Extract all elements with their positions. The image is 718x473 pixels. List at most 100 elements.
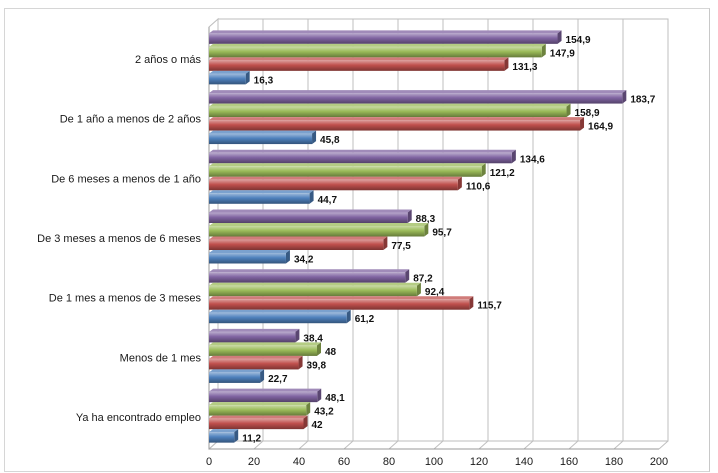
bar-top-face: [209, 369, 265, 373]
category-label: De 6 meses a menos de 1 año: [51, 173, 201, 185]
chart-frame: 0 20 40 60 80 100 120 140 160 180 200 2 años o más 1…: [4, 8, 710, 472]
bar-end-face: [424, 223, 429, 237]
bar-end-face: [260, 369, 265, 383]
data-label: 16,3: [254, 75, 274, 86]
bar-top-face: [209, 296, 474, 300]
bar: [209, 372, 261, 383]
data-label: 38,4: [303, 333, 323, 344]
bar-top-face: [209, 209, 412, 213]
bar: [209, 46, 542, 58]
gridline-floor: [613, 440, 624, 450]
bar: [209, 299, 470, 310]
data-label: 48,1: [325, 393, 345, 404]
gridline-floor: [568, 440, 579, 450]
bar-end-face: [285, 250, 290, 264]
bar-end-face: [457, 176, 462, 191]
data-label: 39,8: [307, 360, 327, 371]
bar-end-face: [566, 103, 571, 118]
bar-top-face: [209, 250, 290, 253]
category-label: De 1 año a menos de 2 años: [60, 114, 202, 126]
bar-top-face: [209, 117, 585, 121]
data-label: 131,3: [512, 62, 537, 73]
bar-end-face: [580, 117, 585, 131]
gridline-floor: [298, 440, 309, 450]
bar-end-face: [234, 429, 239, 443]
x-tick-label: 100: [425, 456, 443, 468]
data-label: 43,2: [314, 407, 334, 418]
data-label: 34,2: [294, 255, 314, 266]
bar-end-face: [346, 309, 351, 324]
bar-top-face: [209, 388, 322, 392]
bar: [209, 212, 408, 223]
category-label: De 3 meses a menos de 6 meses: [37, 233, 201, 245]
category-label: De 1 mes a menos de 3 meses: [49, 293, 202, 305]
data-label: 88,3: [416, 214, 436, 225]
data-label: 147,9: [550, 48, 575, 59]
bar: [209, 405, 307, 416]
bar: [209, 418, 304, 430]
bar-end-face: [416, 282, 421, 297]
bar-end-face: [504, 57, 509, 71]
bar: [209, 345, 317, 356]
data-label: 110,6: [466, 181, 491, 192]
gridline-floor: [253, 440, 264, 450]
category-label: 2 años o más: [135, 54, 202, 66]
bar-end-face: [309, 190, 314, 204]
category-label: Ya ha encontrado empleo: [76, 412, 201, 424]
bar-end-face: [407, 209, 412, 223]
bar-end-face: [245, 70, 250, 85]
bar: [209, 239, 384, 250]
bar: [209, 179, 458, 191]
gridline-floor: [343, 440, 354, 450]
bar-end-face: [481, 163, 486, 177]
data-label: 158,9: [575, 108, 600, 119]
data-label: 45,8: [320, 135, 340, 146]
x-tick-label: 120: [470, 456, 488, 468]
data-label: 95,7: [432, 228, 452, 239]
data-label: 134,6: [520, 154, 545, 165]
data-label: 61,2: [355, 314, 375, 325]
bar: [209, 193, 310, 204]
bar-top-face: [209, 269, 410, 273]
bar-top-face: [209, 176, 462, 180]
bar-end-face: [317, 342, 321, 356]
bar-top-face: [209, 90, 627, 94]
data-label: 92,4: [425, 287, 445, 298]
gridline-floor: [478, 440, 489, 450]
bar-end-face: [317, 388, 322, 403]
bar-top-face: [209, 223, 429, 226]
bar: [209, 133, 313, 145]
bar-top-face: [209, 402, 311, 406]
bar: [209, 312, 347, 324]
bar-top-face: [209, 309, 351, 313]
bar-end-face: [405, 269, 410, 283]
bar-top-face: [209, 342, 321, 346]
bar-top-face: [209, 163, 486, 167]
gridline-floor: [388, 440, 399, 450]
bar: [209, 166, 482, 177]
gridline-floor: [523, 440, 534, 450]
bar-top-face: [209, 236, 388, 240]
x-tick-label: 60: [338, 456, 350, 468]
gridline-floor: [658, 440, 669, 450]
bar-chart: 0 20 40 60 80 100 120 140 160 180 200 2 años o más 1…: [37, 17, 669, 468]
bar-end-face: [295, 328, 300, 343]
bar-top-face: [209, 57, 509, 61]
bar-end-face: [312, 130, 317, 145]
bar-end-face: [306, 402, 311, 416]
data-label: 48: [325, 347, 337, 358]
data-label: 183,7: [630, 95, 655, 106]
bar: [209, 432, 235, 443]
bar: [209, 106, 567, 118]
x-tick-label: 40: [293, 456, 305, 468]
x-tick-label: 0: [206, 456, 212, 468]
bar-top-face: [209, 282, 421, 286]
x-tick-label: 200: [650, 456, 668, 468]
bar-top-face: [209, 415, 308, 419]
bar-end-face: [298, 355, 303, 370]
bar: [209, 33, 558, 44]
bar: [209, 120, 581, 131]
bar-end-face: [303, 415, 308, 430]
bar-top-face: [209, 103, 571, 107]
bar-end-face: [469, 296, 474, 310]
